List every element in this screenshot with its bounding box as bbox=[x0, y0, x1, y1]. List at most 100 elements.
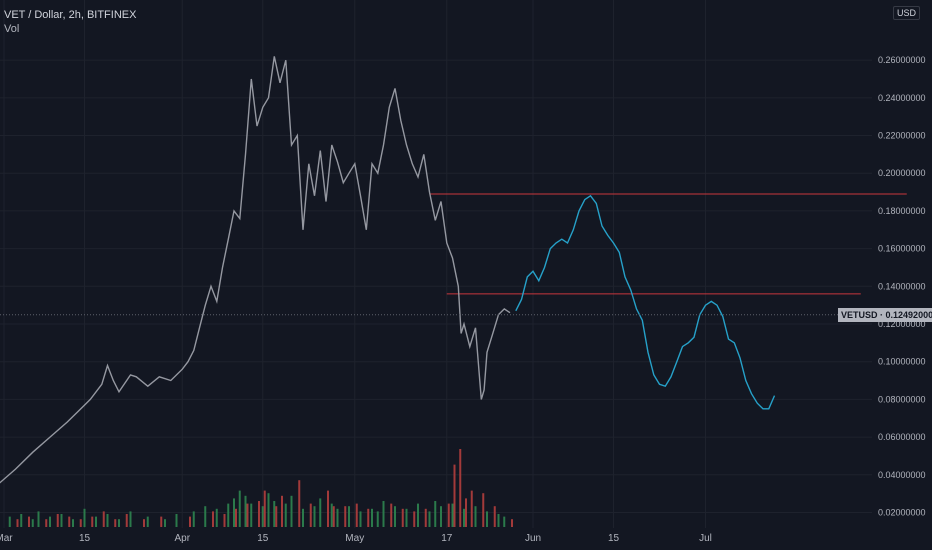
volume-bar bbox=[8, 516, 11, 527]
price-tick-label: 0.02000000 bbox=[878, 507, 926, 517]
volume-bar bbox=[451, 503, 454, 527]
volume-bar bbox=[390, 503, 393, 527]
volume-bar bbox=[267, 493, 270, 527]
volume-bar bbox=[376, 511, 379, 527]
volume-bar bbox=[129, 511, 132, 527]
volume-bar bbox=[31, 519, 34, 527]
price-tick-label: 0.12000000 bbox=[878, 319, 926, 329]
volume-bar bbox=[486, 511, 488, 527]
volume-bar bbox=[459, 449, 462, 527]
volume-bar bbox=[106, 514, 109, 527]
volume-bar bbox=[20, 514, 23, 527]
volume-bar bbox=[118, 519, 120, 527]
time-tick-label: 17 bbox=[441, 533, 453, 544]
volume-bar bbox=[284, 503, 287, 527]
volume-bar bbox=[125, 514, 128, 527]
volume-bar bbox=[79, 519, 82, 527]
volume-bar bbox=[215, 508, 218, 527]
volume-bar bbox=[91, 516, 94, 527]
price-tick-label: 0.20000000 bbox=[878, 168, 926, 178]
volume-bar bbox=[258, 501, 260, 527]
volume-bar bbox=[68, 516, 71, 527]
volume-bar bbox=[273, 501, 276, 527]
volume-bar bbox=[493, 506, 496, 527]
time-tick-label: Jul bbox=[699, 533, 712, 544]
volume-bar bbox=[482, 493, 485, 527]
price-tick-label: 0.06000000 bbox=[878, 432, 926, 442]
volume-bar bbox=[261, 506, 264, 527]
volume-bar bbox=[413, 511, 416, 527]
time-tick-label: May bbox=[345, 533, 364, 544]
time-tick-label: Jun bbox=[525, 533, 541, 544]
time-tick-label: Apr bbox=[174, 533, 190, 544]
volume-bar bbox=[212, 511, 214, 527]
volume-bar bbox=[233, 498, 235, 527]
time-tick-label: Mar bbox=[0, 533, 13, 544]
volume-bar bbox=[95, 516, 97, 527]
volume-bar bbox=[503, 516, 506, 527]
volume-bar bbox=[336, 508, 339, 527]
volume-bar bbox=[417, 503, 419, 527]
volume-bar bbox=[263, 490, 266, 527]
volume-bar bbox=[164, 519, 166, 527]
volume-bar bbox=[382, 501, 385, 527]
volume-bar bbox=[440, 506, 442, 527]
volume-bar bbox=[49, 516, 51, 527]
price-line bbox=[0, 56, 511, 484]
volume-bar bbox=[332, 506, 335, 527]
volume-bar bbox=[424, 508, 427, 527]
time-axis[interactable]: Mar 15 Apr 15 May 17 Jun 15 Jul bbox=[0, 533, 712, 544]
time-tick-label: 15 bbox=[79, 533, 91, 544]
volume-bar bbox=[192, 511, 195, 527]
volume-bar bbox=[189, 516, 191, 527]
volume-bar bbox=[235, 508, 237, 527]
last-price-separator: · bbox=[880, 310, 886, 320]
volume-bar bbox=[37, 511, 40, 527]
volume-bar bbox=[371, 508, 373, 527]
price-tick-label: 0.16000000 bbox=[878, 244, 926, 254]
time-tick-label: 15 bbox=[608, 533, 620, 544]
volume-bar bbox=[367, 508, 370, 527]
volume-bar bbox=[204, 506, 207, 527]
volume-bar bbox=[160, 516, 163, 527]
volume-bar bbox=[470, 490, 473, 527]
volume-bar bbox=[290, 495, 293, 527]
volume-bar bbox=[453, 464, 456, 527]
last-price-symbol: VETUSD bbox=[841, 310, 878, 320]
price-tick-label: 0.08000000 bbox=[878, 394, 926, 404]
price-tick-label: 0.10000000 bbox=[878, 357, 926, 367]
volume-bar bbox=[275, 506, 278, 527]
price-tick-label: 0.18000000 bbox=[878, 206, 926, 216]
symbol-title[interactable]: VET / Dollar, 2h, BITFINEX bbox=[4, 9, 137, 21]
volume-bar bbox=[405, 508, 408, 527]
volume-bar bbox=[309, 503, 312, 527]
volume-bar bbox=[497, 514, 500, 527]
price-tick-label: 0.24000000 bbox=[878, 93, 926, 103]
volume-bar bbox=[244, 495, 247, 527]
volume-bar bbox=[447, 503, 450, 527]
currency-badge[interactable]: USD bbox=[892, 6, 920, 20]
volume-bar bbox=[319, 498, 322, 527]
volume-bar bbox=[465, 498, 467, 527]
volume-bar bbox=[281, 495, 283, 527]
price-tick-label: 0.26000000 bbox=[878, 55, 926, 65]
volume-bar bbox=[146, 516, 149, 527]
projection-line[interactable] bbox=[515, 194, 776, 410]
volume-bar bbox=[394, 506, 396, 527]
volume-bar bbox=[28, 516, 30, 527]
last-price-tag: VETUSD · 0.12492000 bbox=[838, 308, 932, 322]
volume-bar bbox=[344, 506, 347, 527]
volume-bar bbox=[114, 519, 117, 527]
chart-grid bbox=[0, 0, 872, 528]
volume-indicator-label[interactable]: Vol bbox=[4, 23, 20, 35]
price-axis[interactable]: 0.02000000 0.04000000 0.06000000 0.08000000… bbox=[878, 55, 926, 517]
volume-bar bbox=[511, 519, 513, 527]
volume-bar bbox=[175, 514, 178, 527]
volume-bar bbox=[102, 511, 105, 527]
volume-bar bbox=[223, 514, 226, 527]
volume-bar bbox=[434, 501, 437, 527]
volume-bar bbox=[327, 490, 329, 527]
horizontal-lines[interactable] bbox=[429, 193, 907, 295]
last-price-value: 0.12492000 bbox=[885, 310, 932, 320]
